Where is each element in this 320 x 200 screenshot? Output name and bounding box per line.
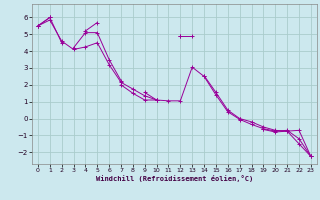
X-axis label: Windchill (Refroidissement éolien,°C): Windchill (Refroidissement éolien,°C) — [96, 175, 253, 182]
